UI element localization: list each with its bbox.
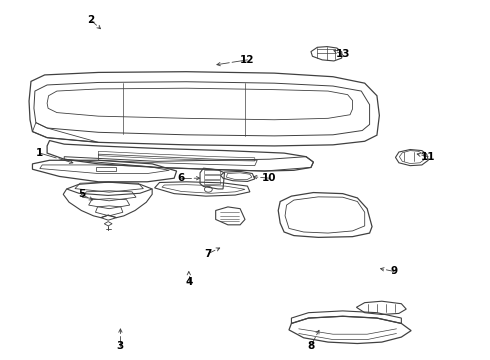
Text: 6: 6 (178, 173, 185, 183)
Text: 2: 2 (87, 15, 95, 26)
Text: 9: 9 (391, 266, 397, 276)
Text: 4: 4 (185, 277, 193, 287)
Text: 7: 7 (205, 248, 212, 258)
Text: 11: 11 (421, 152, 436, 162)
Text: 12: 12 (240, 55, 255, 65)
Text: 10: 10 (262, 173, 277, 183)
Text: 13: 13 (336, 49, 350, 59)
Text: 1: 1 (36, 148, 44, 158)
Text: 8: 8 (307, 341, 315, 351)
Text: 5: 5 (78, 189, 85, 199)
Text: 3: 3 (117, 341, 124, 351)
